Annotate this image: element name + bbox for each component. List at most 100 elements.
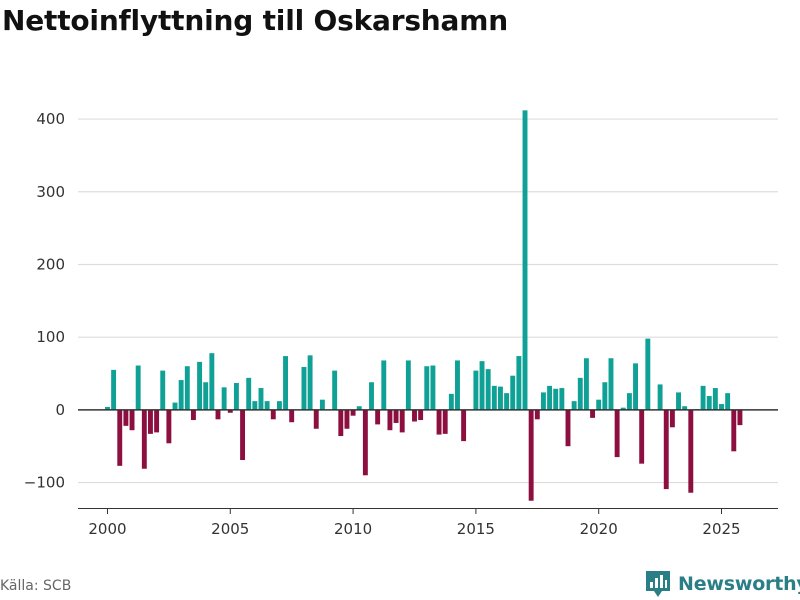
gridlines [78,118,778,484]
bar [166,409,172,444]
bar [596,399,602,410]
x-tick-label: 2015 [457,520,495,538]
bar [233,382,239,410]
x-tick-label: 2000 [88,520,126,538]
bar [731,409,737,452]
bar [633,363,638,410]
bar [706,396,712,410]
bar [565,409,571,447]
bar [448,393,454,410]
bar [504,393,510,410]
bar [369,382,374,410]
bar [135,365,141,410]
y-tick-label: 300 [36,183,65,201]
bar [719,404,724,410]
bar [172,402,178,410]
bar [639,409,645,464]
bar [215,409,221,420]
y-tick-label: 0 [55,401,65,419]
bar [620,407,626,410]
y-tick-label: 200 [36,255,65,273]
bar [338,409,344,437]
bar [148,409,153,434]
bar [688,409,694,493]
axes [78,409,778,514]
source-note: Källa: SCB [0,578,72,594]
bar [626,393,632,410]
x-tick-label: 2005 [211,520,249,538]
bar [491,385,497,410]
x-tick-label: 2025 [702,520,740,538]
bar [418,409,424,421]
x-tick-label: 2020 [580,520,618,538]
bar [178,380,184,410]
newsworthy-logo-text: Newsworthy [678,573,800,595]
bar [111,369,117,410]
bar [319,399,325,410]
tick-labels: −100 0 100 200 300 400 2000 2005 2010 2015 2020 202… [24,110,741,538]
bar [387,409,393,431]
bar [283,356,288,410]
bar [117,409,123,466]
bar [350,409,356,416]
newsworthy-logo[interactable]: Newsworthy [644,569,800,599]
bar [276,401,282,410]
bar [270,409,276,420]
bar [682,406,688,410]
bar [209,353,215,410]
bar [356,406,362,410]
bar [203,382,209,410]
bar [516,356,522,410]
bar [669,409,675,428]
bar [412,409,417,422]
bar [479,361,485,410]
bar [375,409,381,425]
bar [590,409,596,418]
bar [473,370,479,410]
bar [485,369,491,410]
bar [190,409,196,421]
bar [663,409,669,490]
bar [442,409,448,434]
bar [725,393,731,410]
bar [129,409,135,431]
bar [141,409,147,469]
bar [455,360,460,410]
bars [105,110,743,501]
bar [528,409,534,501]
bar [540,392,546,410]
bar [227,409,233,413]
bar [123,409,129,426]
y-tick-label: 100 [36,328,65,346]
bar [424,366,430,410]
bar [583,358,589,410]
bar [461,409,467,442]
bar [645,338,651,410]
bar [676,392,681,410]
bar [436,409,442,435]
bar [105,406,110,410]
chart-title: Nettoinflyttning till Oskarshamn [2,4,508,37]
bar [602,382,608,410]
bar [246,377,252,410]
bar [393,409,399,423]
bar [559,388,565,410]
bar [498,386,503,410]
bar [289,409,295,423]
y-tick-label: 400 [36,110,65,128]
bar [608,358,614,410]
bar [197,361,203,410]
bar [264,401,270,410]
bar [381,360,387,410]
y-tick-label: −100 [24,474,65,492]
bar [571,401,577,410]
bar [252,401,258,410]
bar [160,370,166,410]
bar [184,366,190,410]
bar [301,366,307,410]
bar [313,409,319,429]
bar [362,409,368,476]
x-tick-label: 2010 [334,520,372,538]
bar [614,409,620,458]
